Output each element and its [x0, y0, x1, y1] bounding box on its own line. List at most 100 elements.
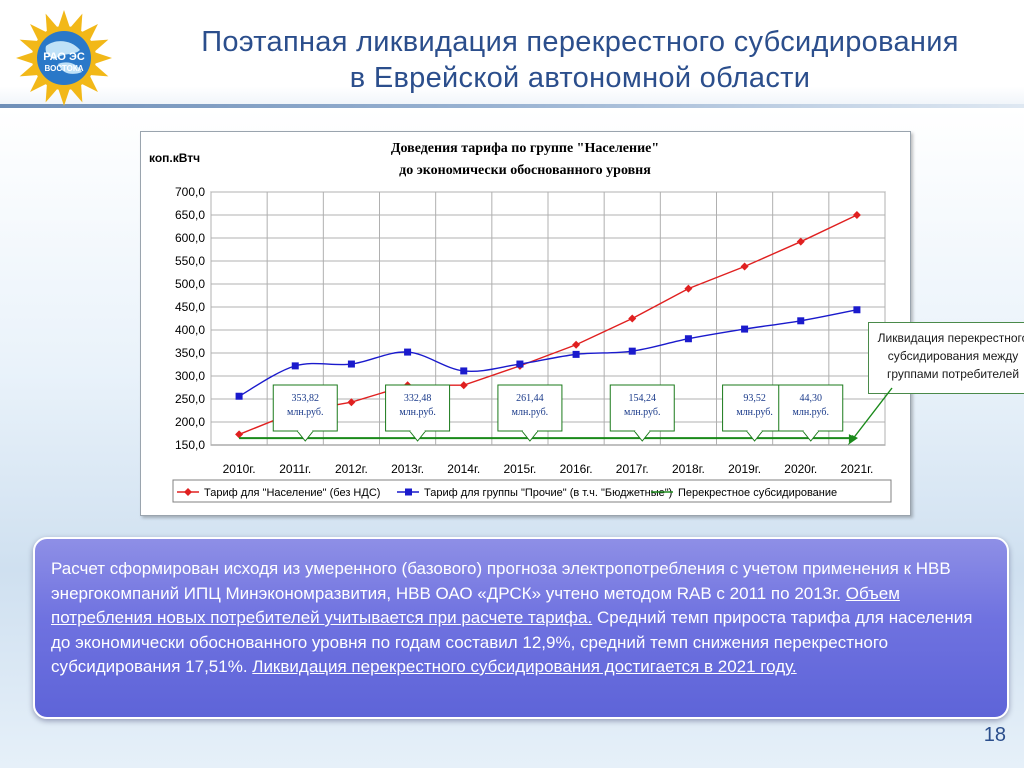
annotation-value: 261,44 [516, 393, 544, 404]
annotation-value: 93,52 [743, 393, 766, 404]
svg-text:РАО ЭС: РАО ЭС [43, 51, 85, 63]
annotation-value: 154,24 [629, 393, 657, 404]
pointer-mask [635, 430, 650, 432]
legend-label: Тариф для группы "Прочие" (в т.ч. "Бюдже… [424, 487, 672, 499]
x-tick-label: 2017г. [616, 462, 649, 476]
svg-text:ВОСТОКА: ВОСТОКА [45, 64, 84, 73]
y-tick-label: 600,0 [175, 231, 205, 245]
title-line-1: Поэтапная ликвидация перекрестного субси… [201, 26, 959, 58]
pointer-mask [803, 430, 818, 432]
x-tick-label: 2020г. [784, 462, 817, 476]
info-underlined-2: Ликвидация перекрестного субсидирования … [252, 657, 797, 676]
data-point-population [572, 340, 581, 349]
x-tick-label: 2021г. [840, 462, 873, 476]
y-tick-label: 150,0 [175, 438, 205, 452]
callout-line-3: группами потребителей [886, 367, 1020, 381]
annotation-unit: млн.руб. [399, 407, 436, 418]
x-tick-label: 2019г. [728, 462, 761, 476]
y-tick-label: 200,0 [175, 415, 205, 429]
callout-pointer [848, 387, 893, 445]
x-tick-label: 2018г. [672, 462, 705, 476]
pointer-mask [410, 430, 425, 432]
pointer-mask [522, 430, 537, 432]
chart-title-line-1: Доведения тарифа по группе "Население" [391, 141, 659, 156]
chart-title-line-2: до экономически обоснованного уровня [399, 163, 651, 178]
legend-marker [405, 488, 412, 496]
info-underlined-1: Объем потребления новых потребителей учи… [51, 583, 900, 628]
title-line-2: в Еврейской автономной области [349, 62, 811, 94]
subsidy-annotation-box [722, 384, 788, 432]
y-axis-label: коп.кВтч [149, 151, 200, 165]
line-chart: коп.кВтч Доведения тарифа по группе "Нас… [149, 141, 892, 503]
data-point-population [459, 381, 468, 390]
annotation-unit: млн.руб. [736, 407, 773, 418]
header-divider [0, 104, 1024, 108]
company-logo: РАО ЭС ВОСТОКА [16, 10, 112, 106]
data-point-population [684, 284, 693, 293]
plot-area: 150,0 200,0 250,0 300,0 350,0 400,0 450,0 500,0… [172, 185, 892, 503]
data-point-other [347, 360, 355, 368]
legend-label: Тариф для "Население" (без НДС) [204, 487, 380, 499]
pointer-mask [747, 430, 762, 432]
page-number: 18 [983, 724, 1006, 746]
subsidy-annotation-pointer [802, 430, 820, 442]
legend-marker [184, 488, 192, 496]
y-tick-label: 550,0 [175, 254, 205, 268]
info-text-2: Средний темп прироста тарифа для населен… [51, 608, 973, 676]
data-point-population [852, 211, 861, 219]
y-tick-label: 450,0 [175, 300, 205, 314]
annotation-unit: млн.руб. [287, 407, 324, 418]
annotation-unit: млн.руб. [512, 407, 548, 418]
annotation-value: 44,30 [800, 393, 823, 404]
data-point-other [741, 325, 749, 333]
y-tick-label: 350,0 [175, 346, 205, 360]
x-tick-label: 2011г. [279, 462, 311, 476]
subsidy-annotation-box [272, 384, 338, 432]
info-panel: Расчет сформирован исходя из умеренного … [33, 537, 1009, 719]
subsidy-annotation-pointer [633, 430, 651, 442]
liquidation-callout: Ликвидация перекрестного субсидирования … [868, 322, 1024, 394]
data-point-population [740, 262, 749, 271]
info-text-1: Расчет сформирован исходя из умеренного … [51, 559, 951, 603]
subsidy-annotation-box [778, 384, 844, 432]
data-point-other [572, 350, 580, 358]
data-point-population [796, 237, 805, 246]
data-point-other [684, 335, 692, 343]
header-bar [0, 0, 1024, 108]
chart-container: коп.кВтч Доведения тарифа по группе "Нас… [140, 131, 911, 516]
data-point-other [404, 348, 412, 356]
x-tick-label: 2014г. [447, 462, 480, 476]
annotation-unit: млн.руб. [793, 407, 830, 418]
data-point-other [460, 367, 468, 375]
subsidy-annotation-box [609, 384, 675, 432]
data-point-other [628, 347, 636, 355]
data-point-population [628, 314, 637, 323]
subsidy-annotation-pointer [296, 430, 314, 442]
x-tick-label: 2010г. [223, 462, 256, 476]
subsidy-annotation-pointer [521, 430, 539, 442]
sun-rays-icon: РАО ЭС ВОСТОКА [16, 10, 112, 106]
data-point-other [516, 360, 524, 368]
y-tick-label: 400,0 [175, 323, 205, 337]
annotation-unit: млн.руб. [624, 407, 661, 418]
subsidy-annotation-box [385, 384, 451, 432]
callout-line-1: Ликвидация перекрестного [877, 331, 1024, 345]
y-tick-label: 700,0 [175, 185, 205, 199]
legend-label: Перекрестное субсидирование [678, 487, 837, 499]
annotation-value: 332,48 [404, 393, 432, 404]
y-tick-label: 500,0 [175, 277, 205, 291]
x-tick-label: 2012г. [335, 462, 368, 476]
subsidy-annotation-pointer [409, 430, 426, 442]
x-tick-label: 2015г. [503, 462, 536, 476]
data-point-population [235, 430, 244, 439]
y-tick-label: 300,0 [175, 369, 205, 383]
pointer-mask [298, 430, 313, 432]
series-line-0 [238, 214, 858, 436]
series-line-1 [238, 309, 858, 397]
page-title: Поэтапная ликвидация перекрестного субси… [140, 24, 1020, 96]
y-tick-label: 650,0 [175, 208, 205, 222]
x-tick-label: 2016г. [560, 462, 593, 476]
x-tick-label: 2013г. [391, 462, 424, 476]
data-point-population [347, 398, 356, 407]
callout-line-2: субсидирования между [887, 349, 1019, 363]
